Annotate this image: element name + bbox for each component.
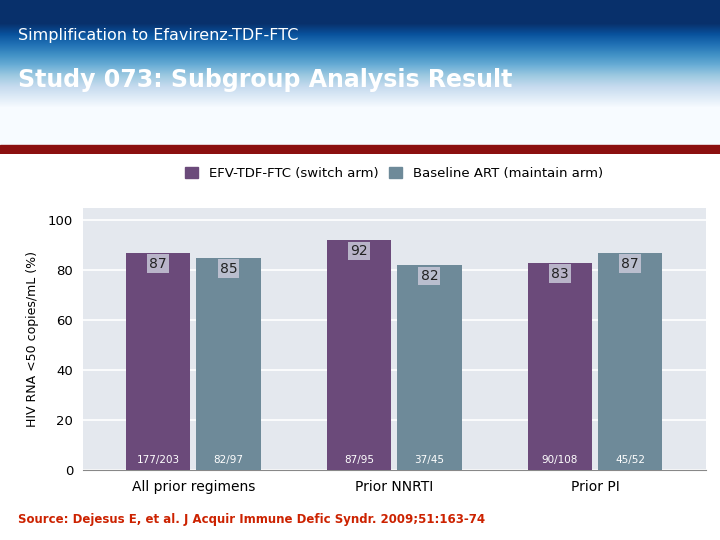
Bar <box>126 253 190 470</box>
Legend: EFV-TDF-FTC (switch arm), Baseline ART (maintain arm): EFV-TDF-FTC (switch arm), Baseline ART (… <box>180 162 608 186</box>
Bar <box>0 145 720 154</box>
Text: 87: 87 <box>621 256 639 271</box>
Text: Study 073: Subgroup Analysis Result: Study 073: Subgroup Analysis Result <box>18 68 513 92</box>
Text: 177/203: 177/203 <box>137 455 180 465</box>
Text: 87/95: 87/95 <box>344 455 374 465</box>
Bar <box>598 253 662 470</box>
Bar <box>197 258 261 470</box>
Text: 82/97: 82/97 <box>213 455 243 465</box>
Text: 83: 83 <box>551 267 569 280</box>
Text: 82: 82 <box>420 269 438 283</box>
Text: Week 48 Virologic Response, by Baseline Regimen (ITT Analysis, NC=F): Week 48 Virologic Response, by Baseline … <box>18 168 578 181</box>
Text: Source: Dejesus E, et al. J Acquir Immune Defic Syndr. 2009;51:163-74: Source: Dejesus E, et al. J Acquir Immun… <box>18 514 485 526</box>
Text: 85: 85 <box>220 261 238 275</box>
Bar <box>327 240 391 470</box>
Bar <box>397 265 462 470</box>
Text: Simplification to Efavirenz-TDF-FTC: Simplification to Efavirenz-TDF-FTC <box>18 28 298 43</box>
Text: 92: 92 <box>350 244 368 258</box>
Text: 37/45: 37/45 <box>414 455 444 465</box>
Text: 45/52: 45/52 <box>616 455 645 465</box>
Text: 90/108: 90/108 <box>541 455 578 465</box>
Text: 87: 87 <box>149 256 167 271</box>
Y-axis label: HIV RNA <50 copies/mL (%): HIV RNA <50 copies/mL (%) <box>27 251 40 427</box>
Bar <box>528 263 592 470</box>
